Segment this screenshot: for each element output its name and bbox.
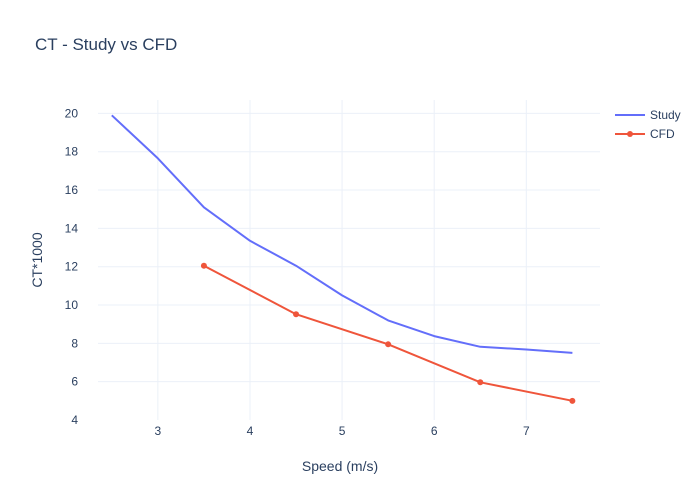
chart-title: CT - Study vs CFD [35, 35, 177, 54]
x-tick-label: 3 [155, 424, 162, 438]
y-tick-label: 8 [71, 336, 78, 350]
data-point-cfd [200, 262, 207, 269]
legend-marker-cfd [627, 131, 633, 137]
legend-item-cfd[interactable]: CFD [615, 127, 675, 141]
series-line-cfd [203, 264, 573, 402]
legend[interactable]: Study CFD [615, 108, 681, 141]
y-tick-label: 4 [71, 413, 78, 427]
y-tick-label: 12 [65, 260, 79, 274]
y-tick-label: 14 [65, 221, 79, 235]
x-axis-title: Speed (m/s) [302, 458, 378, 474]
x-tick-label: 7 [523, 424, 530, 438]
legend-label-cfd: CFD [650, 127, 675, 141]
legend-label-study: Study [650, 108, 681, 122]
data-point-cfd [477, 379, 484, 386]
series-layer [111, 114, 576, 404]
grid-layer [98, 100, 600, 420]
tick-labels: 3 4 5 6 7 4 6 8 10 12 14 16 18 20 [65, 106, 530, 438]
data-point-cfd [385, 341, 392, 348]
data-point-cfd [569, 397, 576, 404]
x-tick-label: 4 [247, 424, 254, 438]
y-tick-label: 16 [65, 183, 79, 197]
series-line-study [111, 114, 573, 354]
y-tick-label: 10 [65, 298, 79, 312]
x-tick-label: 6 [431, 424, 438, 438]
x-tick-label: 5 [339, 424, 346, 438]
y-tick-label: 20 [65, 106, 79, 120]
data-point-cfd [293, 311, 300, 318]
y-tick-label: 18 [65, 145, 79, 159]
legend-item-study[interactable]: Study [615, 108, 681, 122]
y-axis-title: CT*1000 [29, 232, 45, 287]
y-tick-label: 6 [71, 375, 78, 389]
